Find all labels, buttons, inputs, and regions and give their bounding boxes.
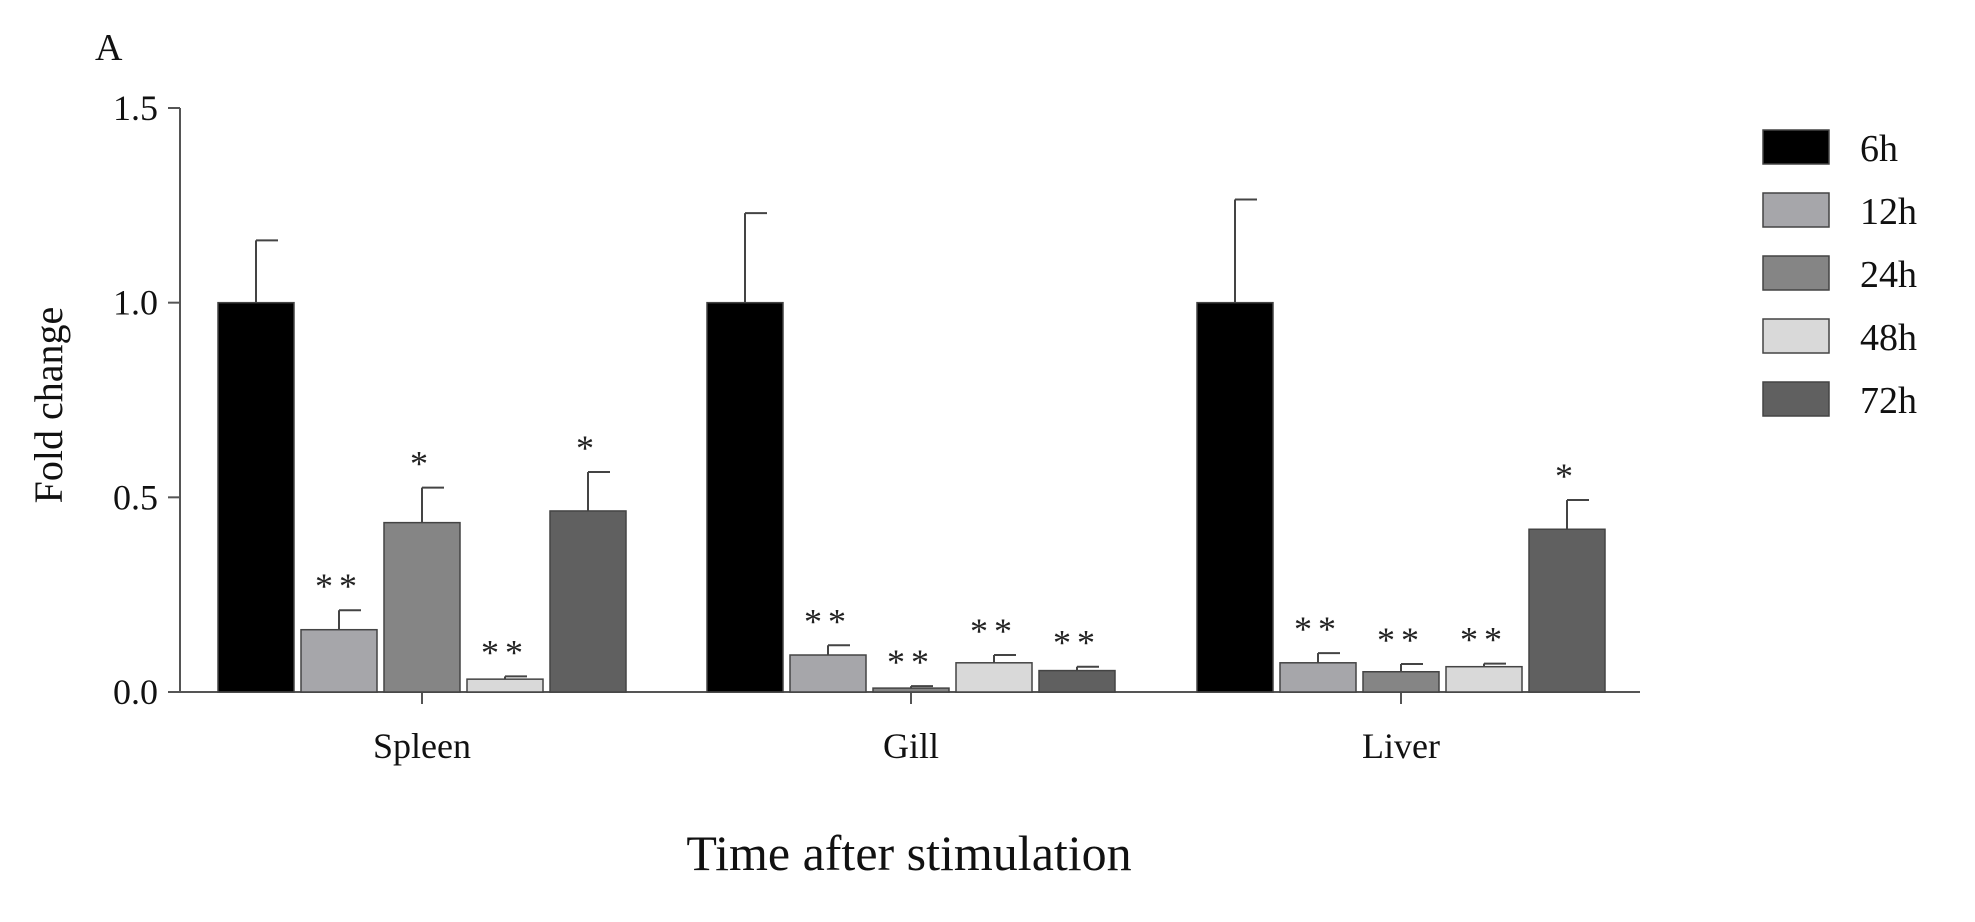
bar [1279, 662, 1357, 693]
legend-swatch [1762, 192, 1830, 228]
bar [789, 654, 867, 693]
x-tick-label: Liver [1362, 726, 1440, 766]
x-axis-title: Time after stimulation [686, 825, 1131, 881]
significance-label: ** [1377, 620, 1425, 660]
significance-label: * [410, 444, 434, 484]
y-tick-label: 0.5 [113, 477, 158, 517]
bar [1528, 528, 1606, 693]
bar [706, 301, 784, 693]
bar [1445, 665, 1523, 693]
significance-label: ** [1053, 623, 1101, 663]
x-axis: Spleen Gill Liver [180, 691, 1640, 766]
y-axis: 0.0 0.5 1.0 1.5 [113, 88, 181, 712]
bar [217, 301, 295, 693]
y-tick-label: 0.0 [113, 672, 158, 712]
bar [872, 687, 950, 693]
bar [383, 521, 461, 693]
bar [466, 678, 544, 693]
bar [1196, 301, 1274, 693]
significance-label: ** [970, 611, 1018, 651]
significance-label: ** [1460, 620, 1508, 660]
significance-label: ** [315, 566, 363, 606]
y-tick-label: 1.0 [113, 283, 158, 323]
legend-swatch [1762, 129, 1830, 165]
legend-swatch [1762, 255, 1830, 291]
bar [1038, 669, 1116, 693]
y-tick-label: 1.5 [113, 88, 158, 128]
legend-label: 24h [1860, 254, 1917, 296]
significance-label: * [1555, 456, 1579, 496]
legend-label: 12h [1860, 191, 1917, 233]
bar [549, 510, 627, 693]
y-axis-title: Fold change [26, 307, 71, 504]
significance-label: ** [887, 642, 935, 682]
x-tick-label: Spleen [373, 726, 471, 766]
significance-label: ** [1294, 609, 1342, 649]
bar [1362, 671, 1440, 693]
x-tick-label: Gill [883, 726, 939, 766]
legend-swatch [1762, 381, 1830, 417]
legend-label: 6h [1860, 128, 1898, 170]
bars-group: ************ ** ** ** *** [217, 198, 1606, 693]
legend-label: 48h [1860, 317, 1917, 359]
legend-label: 72h [1860, 380, 1917, 422]
legend: 6h 12h 24h 48h 72h [1762, 128, 1917, 422]
significance-label: ** [481, 632, 529, 672]
significance-label: ** [804, 601, 852, 641]
panel-label: A [95, 27, 123, 69]
legend-swatch [1762, 318, 1830, 354]
bar [955, 662, 1033, 693]
significance-label: * [576, 428, 600, 468]
bar [300, 628, 378, 693]
